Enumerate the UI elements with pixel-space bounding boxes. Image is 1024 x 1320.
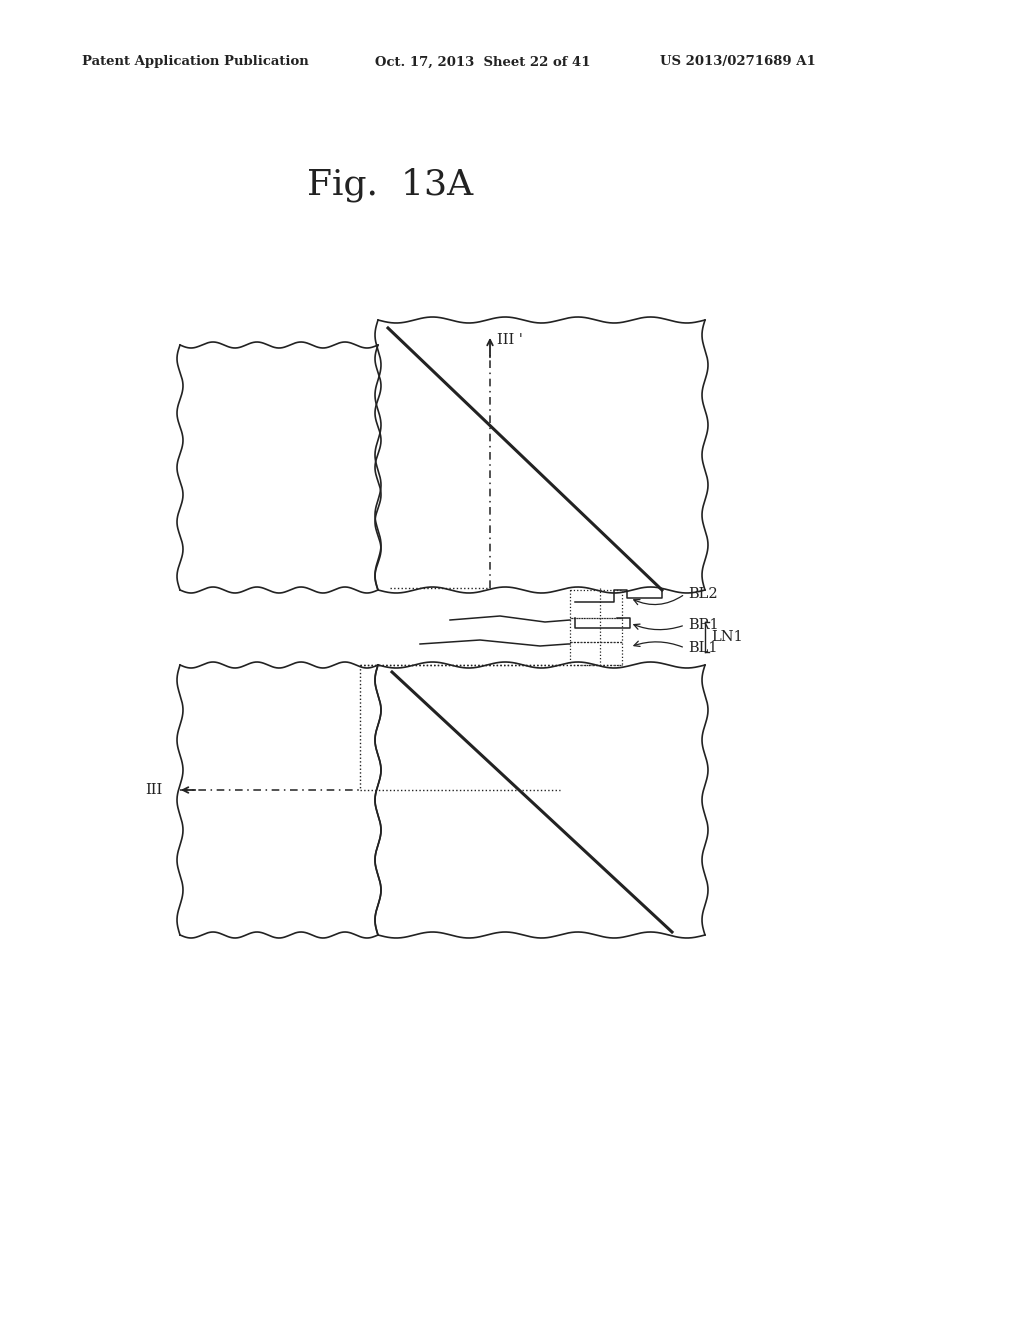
- Text: Fig.  13A: Fig. 13A: [307, 168, 473, 202]
- Text: US 2013/0271689 A1: US 2013/0271689 A1: [660, 55, 816, 69]
- Text: Oct. 17, 2013  Sheet 22 of 41: Oct. 17, 2013 Sheet 22 of 41: [375, 55, 591, 69]
- Text: III: III: [144, 783, 162, 797]
- Text: III ': III ': [497, 333, 523, 347]
- Text: Patent Application Publication: Patent Application Publication: [82, 55, 309, 69]
- Text: LN1: LN1: [711, 630, 742, 644]
- Text: BL1: BL1: [688, 642, 718, 655]
- Text: BR1: BR1: [688, 618, 719, 632]
- Text: BL2: BL2: [688, 587, 718, 601]
